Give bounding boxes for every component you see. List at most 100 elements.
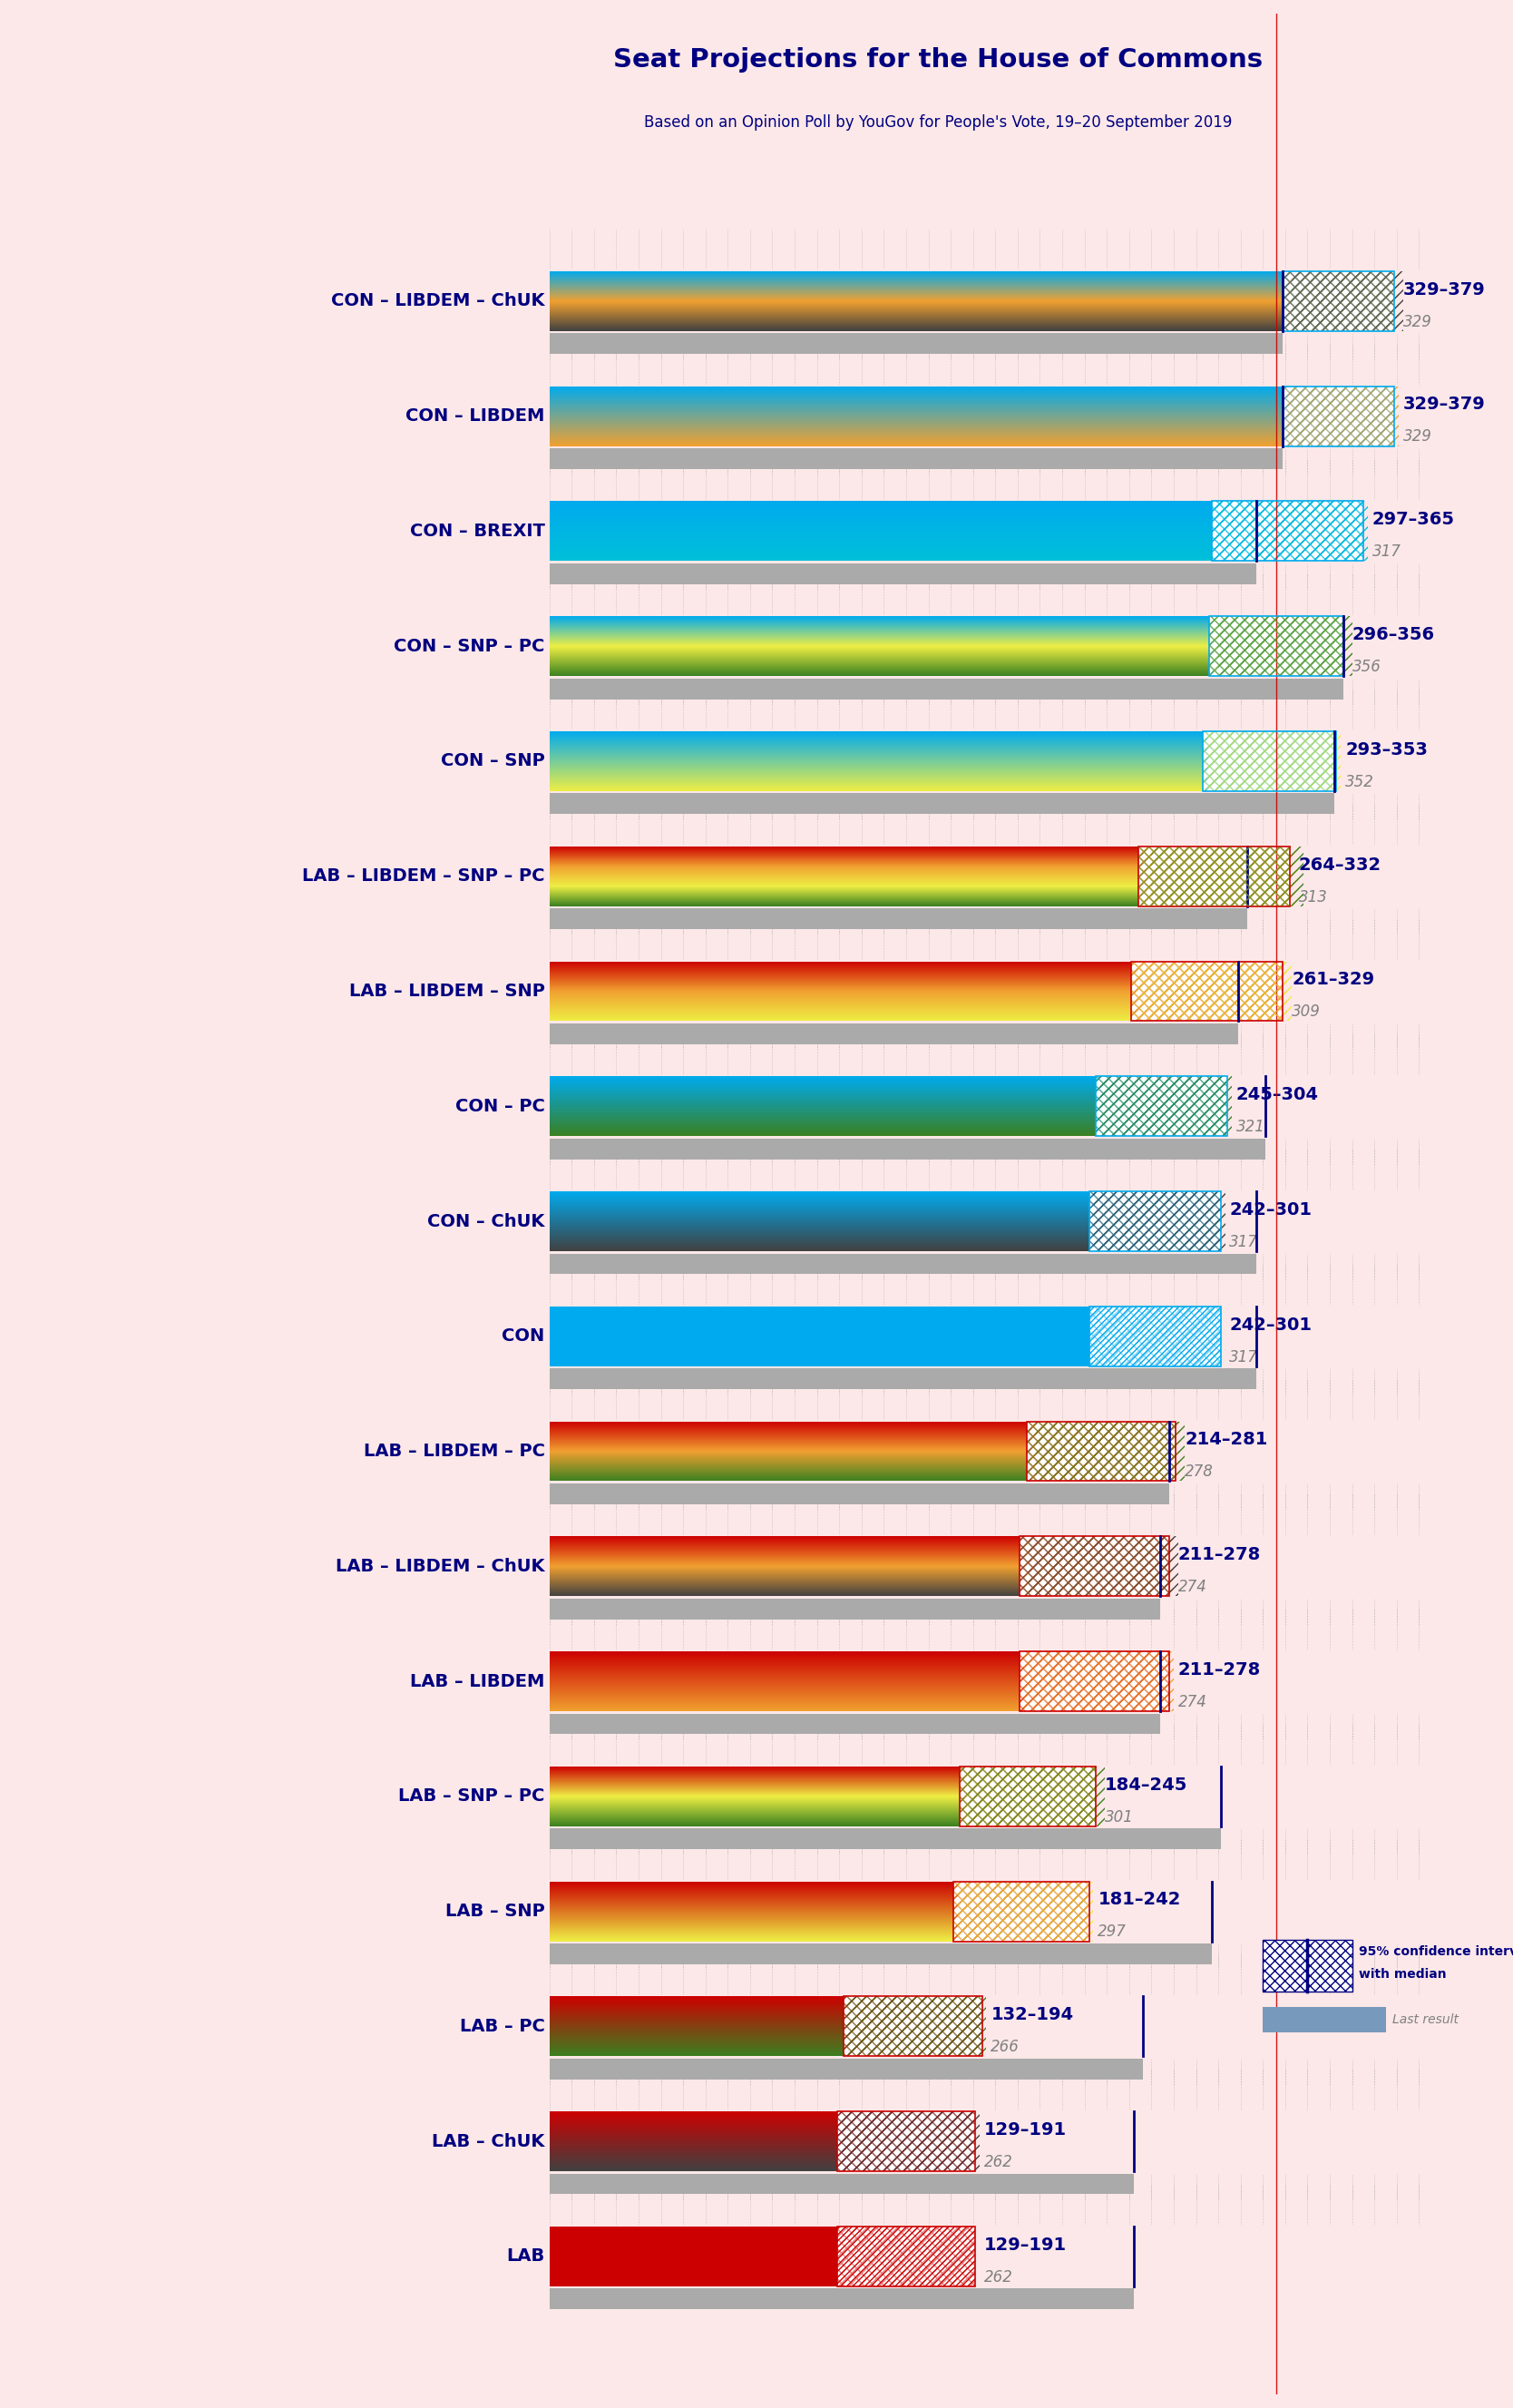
Bar — [1020, 1652, 1170, 1712]
Text: 296–356: 296–356 — [1353, 626, 1434, 643]
Bar — [953, 1881, 1089, 1941]
Bar — [1132, 961, 1283, 1021]
Bar — [1209, 616, 1344, 677]
Bar — [1213, 616, 1348, 677]
Bar — [837, 2112, 976, 2172]
Bar — [1209, 616, 1344, 677]
Bar — [549, 1139, 1265, 1158]
Bar — [549, 1599, 1160, 1618]
Bar — [1020, 1652, 1170, 1712]
Text: 95% confidence interval: 95% confidence interval — [1359, 1946, 1513, 1958]
Bar — [837, 2227, 976, 2285]
Bar — [1207, 732, 1341, 792]
Bar — [844, 1996, 982, 2056]
Bar — [1263, 1941, 1353, 1991]
Bar — [1020, 1536, 1170, 1597]
Bar — [549, 2227, 837, 2285]
Text: LAB – LIBDEM – ChUK: LAB – LIBDEM – ChUK — [336, 1558, 545, 1575]
Text: 317: 317 — [1230, 1348, 1259, 1365]
Bar — [837, 2112, 976, 2172]
Bar — [1209, 616, 1344, 677]
Bar — [1263, 2006, 1386, 2032]
Bar — [1142, 845, 1294, 905]
Bar — [844, 1996, 982, 2056]
Text: LAB – LIBDEM: LAB – LIBDEM — [410, 1674, 545, 1690]
Bar — [549, 563, 1256, 585]
Text: CON – SNP – PC: CON – SNP – PC — [393, 638, 545, 655]
Bar — [1030, 1421, 1180, 1481]
Bar — [1020, 1536, 1170, 1597]
Bar — [549, 1368, 1256, 1389]
Bar — [1026, 1421, 1176, 1481]
Text: CON – ChUK: CON – ChUK — [428, 1214, 545, 1230]
Bar — [1132, 961, 1283, 1021]
Bar — [549, 1308, 1089, 1365]
Text: 129–191: 129–191 — [983, 2121, 1067, 2138]
Text: LAB – PC: LAB – PC — [460, 2018, 545, 2035]
Bar — [1089, 1192, 1221, 1252]
Bar — [1283, 385, 1395, 445]
Text: LAB – SNP: LAB – SNP — [445, 1902, 545, 1919]
Bar — [1151, 845, 1303, 905]
Bar — [1263, 1941, 1353, 1991]
Text: 245–304: 245–304 — [1236, 1086, 1319, 1103]
Bar — [1283, 385, 1395, 445]
Bar — [953, 1881, 1089, 1941]
Bar — [1203, 732, 1336, 792]
Bar — [1283, 385, 1395, 445]
Bar — [1209, 616, 1344, 677]
Bar — [1288, 385, 1400, 445]
Bar — [549, 679, 1344, 698]
Bar — [1138, 845, 1289, 905]
Bar — [1288, 272, 1400, 330]
Bar — [1089, 1308, 1221, 1365]
Bar — [1094, 1192, 1226, 1252]
Bar — [959, 1767, 1095, 1825]
Text: CON – SNP: CON – SNP — [440, 754, 545, 771]
Text: LAB – LIBDEM – SNP – PC: LAB – LIBDEM – SNP – PC — [303, 867, 545, 884]
Text: 329: 329 — [1404, 429, 1433, 445]
Bar — [1218, 616, 1353, 677]
Text: 214–281: 214–281 — [1185, 1430, 1268, 1447]
Bar — [1035, 1421, 1185, 1481]
Bar — [1095, 1076, 1227, 1137]
Bar — [1263, 1941, 1353, 1991]
Text: 242–301: 242–301 — [1230, 1202, 1312, 1218]
Bar — [1089, 1192, 1221, 1252]
Text: 261–329: 261–329 — [1292, 970, 1375, 987]
Bar — [1132, 961, 1283, 1021]
Bar — [1020, 1536, 1170, 1597]
Bar — [1138, 845, 1289, 905]
Bar — [1283, 272, 1395, 330]
Bar — [1089, 1192, 1221, 1252]
Text: LAB – LIBDEM – PC: LAB – LIBDEM – PC — [363, 1442, 545, 1459]
Bar — [1283, 272, 1395, 330]
Bar — [844, 1996, 982, 2056]
Text: 321: 321 — [1236, 1120, 1265, 1134]
Text: CON: CON — [502, 1327, 545, 1346]
Text: with median: with median — [1359, 1967, 1446, 1982]
Bar — [549, 1943, 1212, 1965]
Text: 313: 313 — [1298, 889, 1327, 905]
Bar — [1029, 1536, 1179, 1597]
Bar — [1283, 272, 1395, 330]
Bar — [1138, 845, 1289, 905]
Bar — [549, 908, 1247, 929]
Bar — [549, 1255, 1256, 1274]
Bar — [549, 2059, 1142, 2078]
Text: 264–332: 264–332 — [1298, 857, 1381, 874]
Bar — [1020, 1536, 1170, 1597]
Text: Based on an Opinion Poll by YouGov for People's Vote, 19–20 September 2019: Based on an Opinion Poll by YouGov for P… — [645, 116, 1232, 130]
Bar — [844, 1996, 982, 2056]
Bar — [1089, 1308, 1221, 1365]
Bar — [1095, 1076, 1227, 1137]
Text: 274: 274 — [1179, 1693, 1207, 1710]
Bar — [1283, 385, 1395, 445]
Bar — [1138, 845, 1289, 905]
Text: 132–194: 132–194 — [991, 2006, 1074, 2023]
Text: 184–245: 184–245 — [1104, 1777, 1188, 1794]
Bar — [549, 448, 1283, 470]
Bar — [1283, 272, 1395, 330]
Text: 278: 278 — [1185, 1464, 1213, 1481]
Bar — [1026, 1421, 1176, 1481]
